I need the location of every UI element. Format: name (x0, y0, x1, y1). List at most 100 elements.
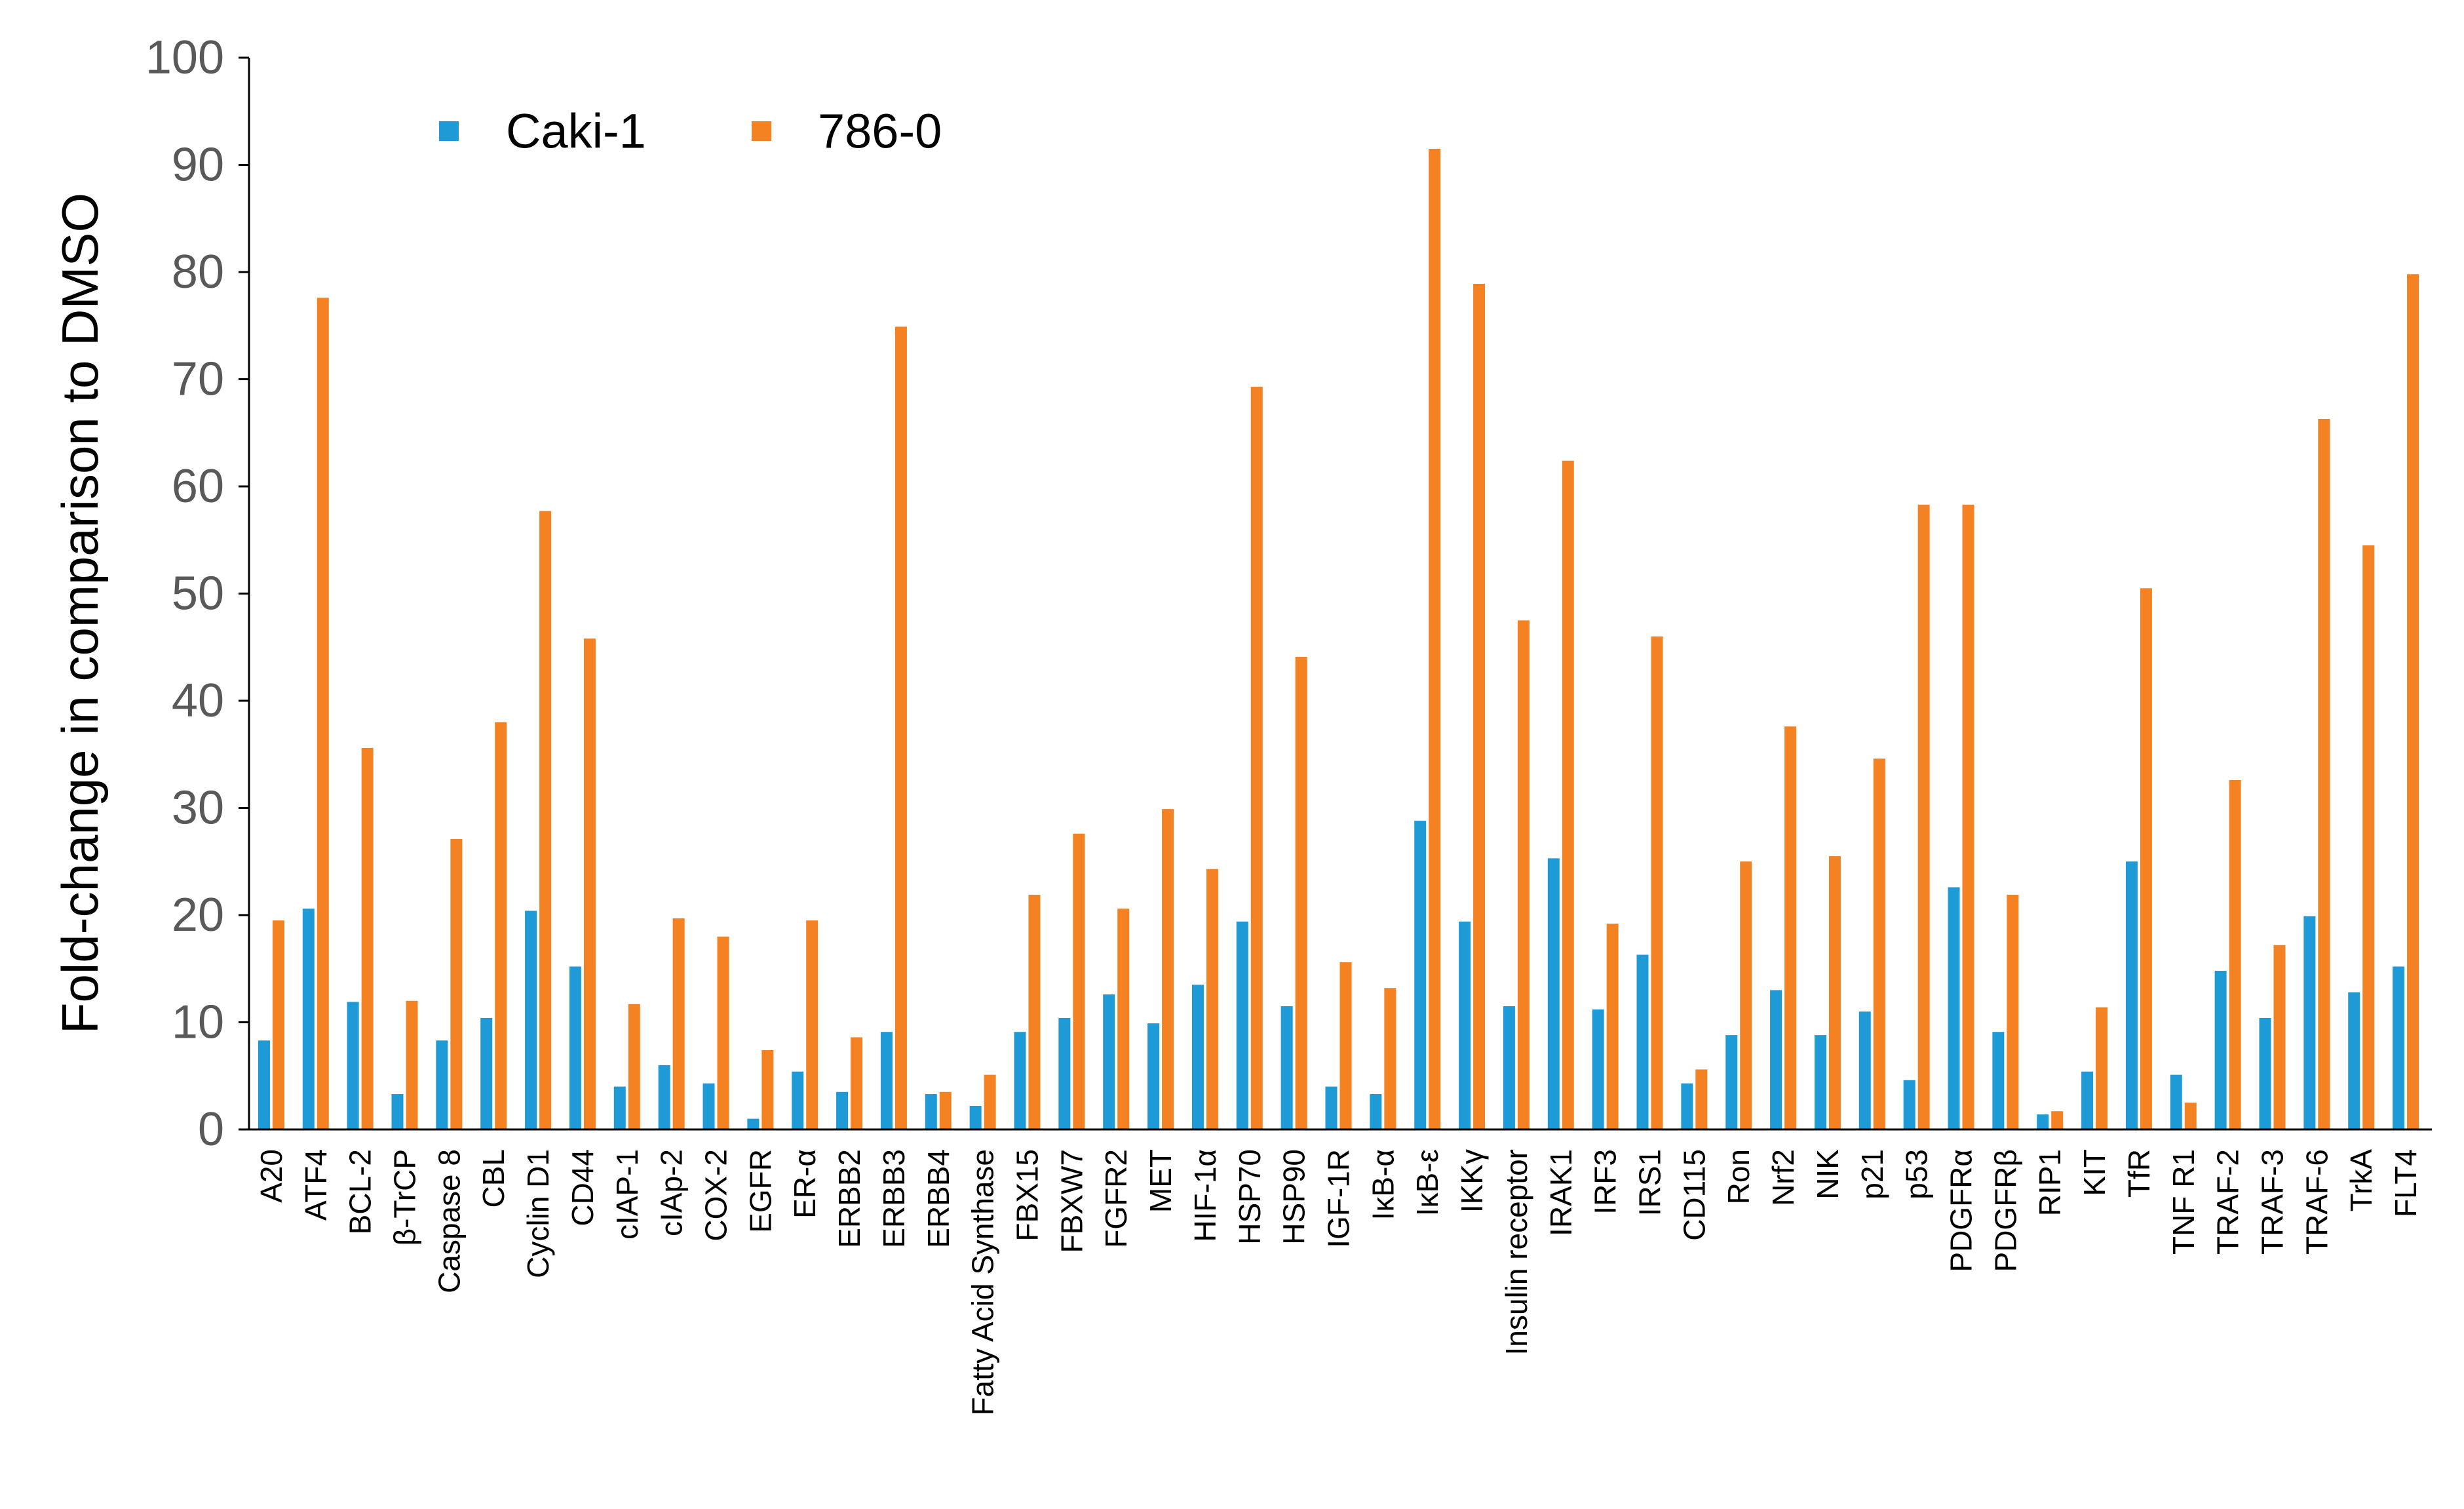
x-tick-label-ikk: IKKγ (1455, 1149, 1489, 1213)
bar-caki-1-erbb4 (925, 1094, 937, 1129)
x-tick-label-irak1: IRAK1 (1544, 1149, 1578, 1236)
bar-caki-1-cd115 (1681, 1083, 1693, 1129)
bar-caki-1-erbb2 (836, 1091, 849, 1129)
x-tick-label-i-b: IκB-α (1366, 1149, 1400, 1220)
y-tick-label: 30 (172, 782, 224, 834)
bar-caki-1-irak1 (1547, 858, 1560, 1129)
x-axis-tick-labels: A20 ATF4 BCL-2 β-TrCP Caspase 8 CBL Cyclin D1 C… (254, 1149, 2423, 1416)
bar-caki-1-fgfr2 (1103, 994, 1115, 1129)
y-tick-label: 100 (145, 31, 224, 84)
bar-caki-1-trka (2348, 992, 2360, 1129)
x-tick-label-tnf-r1: TNF R1 (2166, 1149, 2201, 1255)
bar-786-0-atf4 (317, 298, 329, 1129)
bar-caki-1-irf3 (1592, 1009, 1604, 1129)
x-tick-label-p53: p53 (1900, 1149, 1934, 1200)
bar-caki-1-p21 (1858, 1011, 1871, 1129)
x-tick-label-kit: KIT (2077, 1149, 2111, 1196)
bar-786-0-insulin-receptor (1517, 620, 1530, 1129)
bar-caki-1-ikk (1459, 921, 1471, 1129)
x-tick-label-atf4: ATF4 (299, 1149, 333, 1221)
x-tick-label-igf-1r: IGF-1R (1322, 1149, 1356, 1248)
bar-786-0-rip1 (2051, 1111, 2064, 1129)
x-tick-label-p21: p21 (1855, 1149, 1889, 1200)
bar-caki-1-nik (1814, 1035, 1826, 1129)
bar-786-0-bcl-2 (361, 747, 374, 1129)
bar-786-0-erbb4 (939, 1091, 952, 1129)
x-tick-label-hsp70: HSP70 (1233, 1149, 1267, 1245)
bar-786-0-traf-3 (2273, 945, 2286, 1129)
bar-caki-1-cyclin-d1 (525, 911, 537, 1129)
x-tick-label-traf-2: TRAF-2 (2211, 1149, 2245, 1255)
y-axis-label: Fold-change in comparison to DMSO (51, 193, 109, 1034)
bar-caki-1-bcl-2 (347, 1002, 359, 1129)
x-tick-label-flt4: FLT4 (2389, 1149, 2423, 1217)
x-tick-label-fatty-acid-synthase: Fatty Acid Synthase (966, 1149, 1000, 1416)
bar-caki-1-met (1147, 1023, 1160, 1129)
bar-786-0-pdgfr (1962, 504, 1974, 1129)
x-tick-label-hsp90: HSP90 (1277, 1149, 1311, 1245)
bar-caki-1-kit (2081, 1071, 2094, 1129)
bar-caki-1-hsp90 (1280, 1006, 1293, 1129)
y-tick-label: 10 (172, 996, 224, 1049)
x-tick-label-pdgfr: PDGFRα (1944, 1149, 1978, 1272)
x-tick-label-er: ER-α (788, 1149, 822, 1219)
bar-caki-1-rip1 (2037, 1114, 2049, 1129)
x-tick-label-ciap-1: cIAP-1 (610, 1149, 644, 1240)
x-tick-label-met: MET (1144, 1149, 1178, 1213)
x-tick-label-caspase-8: Caspase 8 (432, 1149, 466, 1293)
bar-caki-1-traf-3 (2259, 1017, 2271, 1129)
bar-caki-1-p53 (1903, 1080, 1915, 1129)
bar-786-0-irf3 (1606, 924, 1619, 1129)
bar-caki-1-insulin-receptor (1503, 1006, 1515, 1129)
x-tick-label-a20: A20 (254, 1149, 288, 1203)
bar-786-0-traf-2 (2229, 779, 2241, 1129)
bar-786-0-ciap-2 (672, 918, 685, 1129)
bar-caki-1-hsp70 (1236, 921, 1248, 1129)
bars (258, 148, 2419, 1130)
bar-caki-1-fatty-acid-synthase (969, 1106, 982, 1129)
legend-label-caki-1: Caki-1 (506, 104, 646, 159)
bar-caki-1-ciap-1 (613, 1086, 626, 1129)
x-tick-label-traf-6: TRAF-6 (2300, 1149, 2334, 1255)
y-tick-label: 40 (172, 675, 224, 727)
x-tick-label-erbb4: ERBB4 (921, 1149, 955, 1248)
bar-786-0-fatty-acid-synthase (984, 1074, 996, 1129)
bar-786-0-igf-1r (1339, 962, 1352, 1129)
x-tick-label-insulin-receptor: Insulin receptor (1499, 1149, 1533, 1356)
bar-caki-1-trcp (391, 1094, 404, 1129)
x-tick-label-ron: Ron (1722, 1149, 1756, 1204)
bar-caki-1-nrf2 (1770, 990, 1782, 1129)
bar-caki-1-cox-2 (703, 1083, 715, 1129)
bar-caki-1-erbb3 (880, 1032, 893, 1129)
bar-786-0-caspase-8 (450, 838, 463, 1129)
bar-caki-1-i-b (1414, 821, 1427, 1129)
bar-786-0-ciap-1 (628, 1004, 640, 1129)
y-tick-label: 50 (172, 568, 224, 620)
x-tick-label-pdgfr: PDGFRβ (1988, 1149, 2022, 1272)
x-tick-label-trcp: β-TrCP (388, 1149, 422, 1245)
y-tick-label: 90 (172, 139, 224, 191)
bar-caki-1-fbx15 (1014, 1032, 1026, 1129)
bar-caki-1-a20 (258, 1040, 270, 1129)
x-tick-label-nrf2: Nrf2 (1766, 1149, 1800, 1206)
bar-786-0-p21 (1873, 758, 1885, 1129)
legend: Caki-1 786-0 (439, 104, 942, 159)
bar-786-0-hif-1 (1206, 869, 1218, 1129)
bar-786-0-irak1 (1562, 460, 1574, 1129)
x-tick-label-trka: TrkA (2344, 1149, 2378, 1212)
bar-caki-1-pdgfr (1992, 1032, 2005, 1129)
x-tick-label-cyclin-d1: Cyclin D1 (521, 1149, 555, 1278)
bar-786-0-hsp70 (1250, 386, 1263, 1129)
bar-786-0-i-b (1429, 148, 1441, 1130)
bar-786-0-ron (1740, 861, 1752, 1129)
bar-caki-1-ciap-2 (658, 1065, 670, 1129)
y-tick-label: 60 (172, 460, 224, 513)
x-tick-label-cox-2: COX-2 (699, 1149, 733, 1242)
bar-786-0-erbb2 (851, 1037, 863, 1129)
bar-786-0-a20 (272, 920, 284, 1129)
bar-caki-1-irs1 (1636, 954, 1649, 1129)
bar-786-0-ikk (1473, 283, 1486, 1129)
x-tick-label-cd115: CD115 (1677, 1149, 1711, 1241)
x-tick-label-ciap-2: cIAp-2 (655, 1149, 689, 1236)
bar-caki-1-cd44 (569, 966, 581, 1129)
